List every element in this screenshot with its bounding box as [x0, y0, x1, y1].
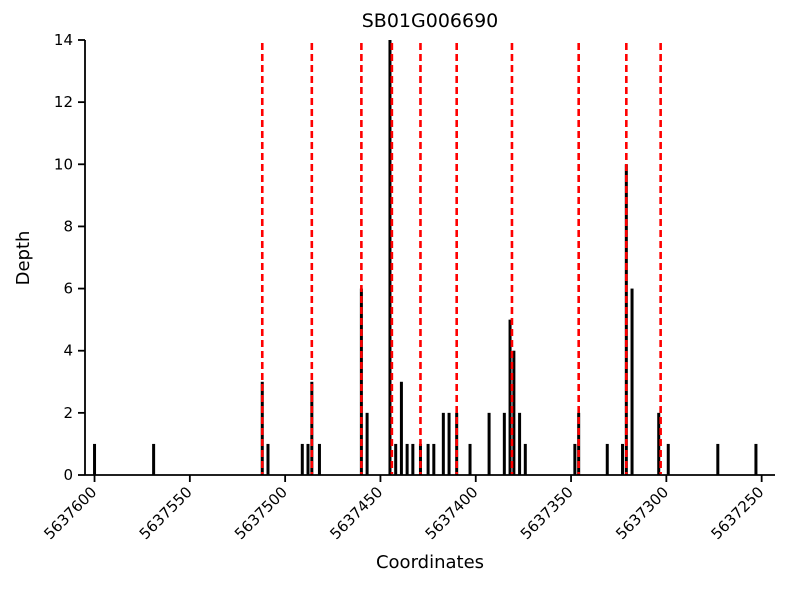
depth-bar — [447, 412, 451, 475]
depth-bar — [399, 381, 403, 475]
depth-bar — [512, 350, 516, 475]
depth-bar — [394, 443, 398, 475]
x-tick-label: 5637500 — [231, 483, 291, 543]
depth-bar — [359, 288, 363, 475]
depth-bar — [523, 443, 527, 475]
depth-bar — [388, 40, 392, 475]
y-tick-label: 8 — [63, 217, 73, 235]
depth-bar — [716, 443, 720, 475]
depth-bar — [426, 443, 430, 475]
depth-bar — [508, 319, 512, 475]
y-tick-label: 2 — [63, 404, 73, 422]
depth-bar — [468, 443, 472, 475]
depth-bar — [365, 412, 369, 475]
depth-bar — [502, 412, 506, 475]
x-tick-label: 5637250 — [708, 483, 768, 543]
depth-bar — [754, 443, 758, 475]
y-tick-label: 6 — [63, 280, 73, 298]
y-tick-label: 10 — [54, 155, 73, 173]
depth-bar — [405, 443, 409, 475]
depth-bar — [93, 443, 97, 475]
depth-bar — [666, 443, 670, 475]
depth-bar — [418, 443, 422, 475]
depth-bar — [518, 412, 522, 475]
depth-bar — [306, 443, 310, 475]
chart-title: SB01G006690 — [361, 10, 499, 32]
depth-bar — [657, 412, 661, 475]
x-tick-label: 5637600 — [40, 483, 100, 543]
x-tick-label: 5637350 — [517, 483, 577, 543]
depth-bar — [411, 443, 415, 475]
depth-bar — [317, 443, 321, 475]
depth-bar — [152, 443, 156, 475]
depth-bar — [630, 288, 634, 475]
depth-bar — [441, 412, 445, 475]
x-tick-label: 5637450 — [326, 483, 386, 543]
y-tick-label: 12 — [54, 93, 73, 111]
x-tick-label: 5637400 — [422, 483, 482, 543]
x-axis-label: Coordinates — [375, 552, 485, 573]
depth-bar — [573, 443, 577, 475]
depth-bar — [621, 443, 625, 475]
y-tick-label: 0 — [63, 466, 73, 484]
x-tick-label: 5637550 — [136, 483, 196, 543]
y-tick-label: 4 — [63, 342, 73, 360]
y-tick-label: 14 — [54, 31, 73, 49]
depth-bar — [300, 443, 304, 475]
depth-bar — [605, 443, 609, 475]
depth-bar — [487, 412, 491, 475]
x-tick-label: 5637300 — [612, 483, 672, 543]
depth-bar — [266, 443, 270, 475]
depth-bar — [432, 443, 436, 475]
